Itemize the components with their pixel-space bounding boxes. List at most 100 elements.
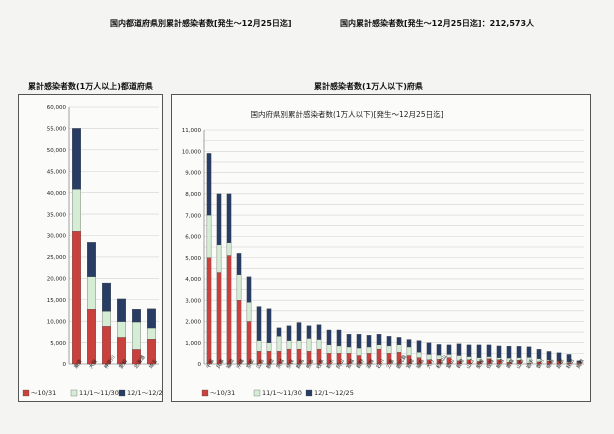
left-chart-panel: 0 5,000 10,000 15,000 20,000 25,000 30,000 35,0… [18, 94, 163, 402]
chart0-bar-segment [132, 321, 142, 350]
right-chart: 国内府県別累計感染者数(1万人以下)[発生～12月25日迄] 0 1,000 2,00… [182, 109, 586, 397]
chart1-ytick-label: 4,000 [185, 277, 201, 283]
chart1-bar-segment [276, 327, 282, 337]
chart1-ytick-label: 10,000 [182, 149, 202, 155]
chart1-category-label: 栃木 [325, 358, 336, 370]
chart1-bar-segment [206, 153, 212, 216]
chart0-legend-label: 11/1～11/30 [79, 389, 119, 397]
chart1-category-label: 石川 [376, 358, 386, 370]
chart1-category-label: 宮崎 [405, 358, 416, 370]
chart0-bar-segment [87, 242, 97, 277]
chart1-legend-label: ～10/31 [210, 389, 235, 397]
chart1-bar-segment [476, 344, 482, 358]
chart0-ytick-label: 5,000 [50, 341, 66, 347]
chart1-bar-segment [466, 344, 472, 357]
chart0-ytick-label: 50,000 [47, 148, 67, 154]
chart1-bar-segment [236, 300, 242, 365]
chart1-ytick-label: 11,000 [182, 128, 202, 134]
header-title-left: 国内都道府県別累計感染者数[発生～12月25日迄] [110, 19, 292, 28]
chart1-bar-segment [446, 344, 452, 355]
chart1-bar-segment [526, 346, 532, 358]
chart1-bar-segment [486, 344, 492, 357]
chart1-bar-segment [506, 345, 512, 359]
header-title-right: 国内累計感染者数[発生～12月25日迄]：212,573人 [340, 19, 535, 28]
chart0-legend-swatch [70, 389, 78, 397]
chart1-bar-segment [566, 354, 572, 363]
chart1-ytick-label: 7,000 [185, 213, 201, 219]
chart1-bar-segment [416, 352, 422, 358]
chart1-bar-segment [236, 253, 242, 275]
chart0-category-label: 東京 [72, 358, 83, 370]
chart1-category-label: 茨城 [275, 358, 286, 370]
chart1-category-label: 香川 [535, 358, 546, 370]
chart0-ytick-label: 30,000 [47, 234, 67, 240]
chart1-bar-segment [576, 360, 582, 363]
chart1-category-label: 兵庫 [215, 358, 226, 370]
chart1-category-label: 沖縄 [235, 358, 246, 370]
chart1-bar-segment [316, 339, 322, 350]
chart1-category-label: 滋賀 [365, 358, 376, 370]
chart0-ytick-label: 20,000 [47, 277, 67, 283]
chart1-bar-segment [206, 257, 212, 365]
chart1-bar-segment [516, 346, 522, 358]
chart0-bar-segment [146, 308, 156, 329]
chart1-bar-segment [246, 276, 252, 303]
chart1-title: 国内府県別累計感染者数(1万人以下)[発生～12月25日迄] [250, 109, 443, 119]
chart0-legend-swatch [22, 389, 30, 397]
left-panel-label: 累計感染者数(1万人以上)都道府県 [28, 82, 153, 91]
chart1-bar-segment [216, 272, 222, 365]
chart1-bar-segment [336, 329, 342, 347]
chart1-bar-segment [366, 346, 372, 354]
chart1-category-label: 徳島 [545, 358, 556, 370]
chart1-bar-segment [216, 193, 222, 246]
chart0-bar-segment [72, 128, 82, 190]
chart0-bar-segment [117, 321, 127, 338]
chart1-legend-swatch [201, 389, 209, 397]
chart1-bar-segment [396, 344, 402, 353]
chart1-bar-segment [416, 340, 422, 353]
chart0-ytick-label: 15,000 [47, 298, 67, 304]
chart0-bar-segment [72, 189, 82, 232]
chart1-bar-segment [556, 352, 562, 361]
chart1-bar-segment [396, 337, 402, 346]
chart1-bar-segment [266, 342, 272, 352]
chart1-bar-segment [536, 349, 542, 359]
chart1-ytick-label: 9,000 [185, 171, 201, 177]
chart1-bar-segment [356, 347, 362, 356]
chart0-legend-label: ～10/31 [31, 389, 56, 397]
chart1-category-label: 京都 [245, 358, 256, 370]
chart0-category-label: 埼玉 [147, 358, 158, 370]
chart1-bar-segment [406, 346, 412, 356]
chart1-category-label: 岐阜 [315, 358, 326, 370]
chart1-category-label: 富山 [445, 358, 456, 370]
chart1-bar-segment [306, 325, 312, 339]
chart1-bar-segment [296, 322, 302, 341]
chart1-legend-swatch [253, 389, 261, 397]
chart0-bar-segment [132, 309, 142, 323]
chart1-ytick-label: 8,000 [185, 192, 201, 198]
chart1-category-label: 三重 [385, 358, 396, 370]
chart1-bar-segment [226, 255, 232, 365]
chart1-bar-segment [326, 329, 332, 346]
chart1-category-label: 宮城 [345, 358, 356, 370]
chart1-legend-label: 11/1～11/30 [262, 389, 302, 397]
chart1-ytick-label: 5,000 [185, 256, 201, 262]
chart1-bar-segment [436, 344, 442, 356]
chart1-ytick-label: 0 [198, 362, 202, 368]
chart1-bar-segment [366, 335, 372, 348]
chart1-bar-segment [286, 340, 292, 350]
chart0-ytick-label: 60,000 [47, 105, 67, 111]
chart0-ytick-label: 25,000 [47, 255, 67, 261]
chart1-category-label: 静岡 [265, 358, 276, 370]
chart1-bar-segment [226, 242, 232, 256]
chart1-bar-segment [256, 340, 262, 352]
chart1-bar-segment [426, 342, 432, 355]
chart1-bar-segment [286, 325, 292, 341]
chart0-bar-segment [146, 327, 156, 340]
chart1-bar-segment [276, 336, 282, 352]
chart1-category-label: 山口 [465, 358, 476, 370]
chart0-ytick-label: 40,000 [47, 191, 67, 197]
chart1-bar-segment [316, 324, 322, 340]
chart1-category-label: 島根 [555, 358, 566, 370]
chart1-bar-segment [376, 334, 382, 346]
